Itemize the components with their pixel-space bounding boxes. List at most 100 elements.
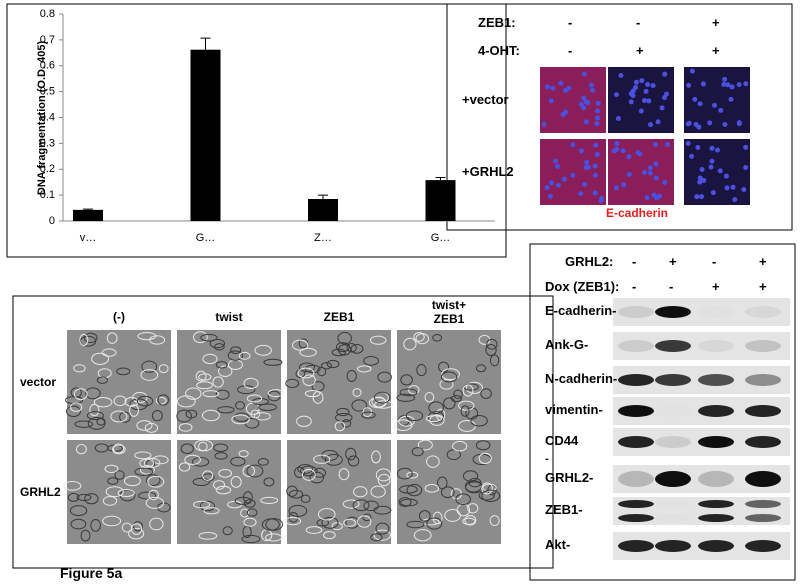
cell xyxy=(336,407,350,417)
cell xyxy=(73,364,86,373)
cell xyxy=(202,390,220,398)
cell xyxy=(66,405,81,418)
nucleus xyxy=(558,80,564,86)
cell xyxy=(363,500,379,512)
nucleus xyxy=(717,168,723,174)
cell xyxy=(406,484,423,497)
x-tick-label: G… xyxy=(431,232,451,244)
treatment-sign: + xyxy=(712,15,720,30)
nucleus xyxy=(710,190,716,196)
blot-label: Akt- xyxy=(545,537,571,552)
cell xyxy=(440,486,455,499)
cell xyxy=(470,415,488,427)
cell xyxy=(250,409,261,419)
cell xyxy=(242,491,253,504)
blot-band xyxy=(745,306,781,318)
blot-band xyxy=(745,514,781,522)
cell xyxy=(418,510,431,522)
cell xyxy=(128,527,145,540)
nucleus xyxy=(620,148,626,154)
cell xyxy=(112,443,125,454)
cell xyxy=(464,480,482,493)
cell xyxy=(489,515,500,526)
cell xyxy=(260,496,279,504)
nucleus xyxy=(663,91,669,97)
nucleus xyxy=(696,124,702,130)
cell xyxy=(413,529,432,542)
cell xyxy=(373,529,392,541)
stain-label: E-cadherin xyxy=(606,206,669,220)
y-tick-label: 0.4 xyxy=(40,111,55,123)
nucleus xyxy=(583,119,589,125)
cell xyxy=(352,388,362,397)
cell xyxy=(102,515,122,527)
cell xyxy=(370,485,386,498)
cell xyxy=(102,495,118,506)
cell xyxy=(136,420,153,431)
nucleus xyxy=(544,84,550,90)
blot-band xyxy=(698,540,734,552)
nucleus xyxy=(695,145,701,151)
cell xyxy=(331,522,343,531)
blot-band xyxy=(655,471,691,487)
cell xyxy=(299,347,317,357)
cell xyxy=(426,517,443,530)
cell xyxy=(263,477,275,487)
chart-frame xyxy=(6,3,507,258)
cell xyxy=(267,389,284,398)
nucleus xyxy=(578,148,584,154)
cell xyxy=(230,476,242,488)
cell xyxy=(416,364,427,377)
cell xyxy=(70,402,83,412)
nucleus xyxy=(724,185,730,191)
cell xyxy=(91,352,110,365)
blot-band xyxy=(745,540,781,552)
cell xyxy=(342,499,360,509)
cell xyxy=(121,522,133,533)
cell xyxy=(286,485,298,497)
nucleus xyxy=(736,121,742,127)
cell xyxy=(338,468,350,481)
cell xyxy=(343,518,356,527)
cell xyxy=(351,399,368,412)
blot-label: - xyxy=(545,453,549,465)
cell xyxy=(147,475,165,488)
nucleus xyxy=(592,163,598,169)
cell xyxy=(405,410,424,422)
cell xyxy=(215,485,232,495)
cell xyxy=(335,412,353,423)
treatment-sign: - xyxy=(568,43,573,58)
cell xyxy=(83,332,98,343)
cell xyxy=(67,492,80,502)
row-label: vector xyxy=(20,375,57,389)
cell xyxy=(374,400,393,409)
column-header: ZEB1 xyxy=(323,310,355,324)
y-tick-label: 0.1 xyxy=(40,189,55,201)
cell xyxy=(460,405,470,417)
cell xyxy=(201,409,220,422)
cell xyxy=(363,355,379,366)
cell xyxy=(243,517,257,527)
error-bar xyxy=(435,177,446,181)
blot-band xyxy=(698,471,734,487)
error-bar xyxy=(83,208,93,210)
nucleus xyxy=(647,170,653,176)
cell xyxy=(347,455,360,467)
blot-band xyxy=(655,436,691,448)
nucleus xyxy=(628,99,634,105)
y-tick-label: 0 xyxy=(49,215,55,227)
nucleus xyxy=(715,147,721,153)
y-tick-label: 0.7 xyxy=(40,34,55,46)
cell xyxy=(304,389,321,398)
cell xyxy=(203,507,220,515)
blot-band xyxy=(698,340,734,352)
cell xyxy=(254,344,272,356)
nucleus xyxy=(729,84,735,90)
phase-image xyxy=(287,440,391,544)
cell xyxy=(285,378,300,389)
cell xyxy=(107,477,119,485)
cell xyxy=(246,464,264,478)
cell xyxy=(119,411,131,423)
nucleus xyxy=(653,175,659,181)
